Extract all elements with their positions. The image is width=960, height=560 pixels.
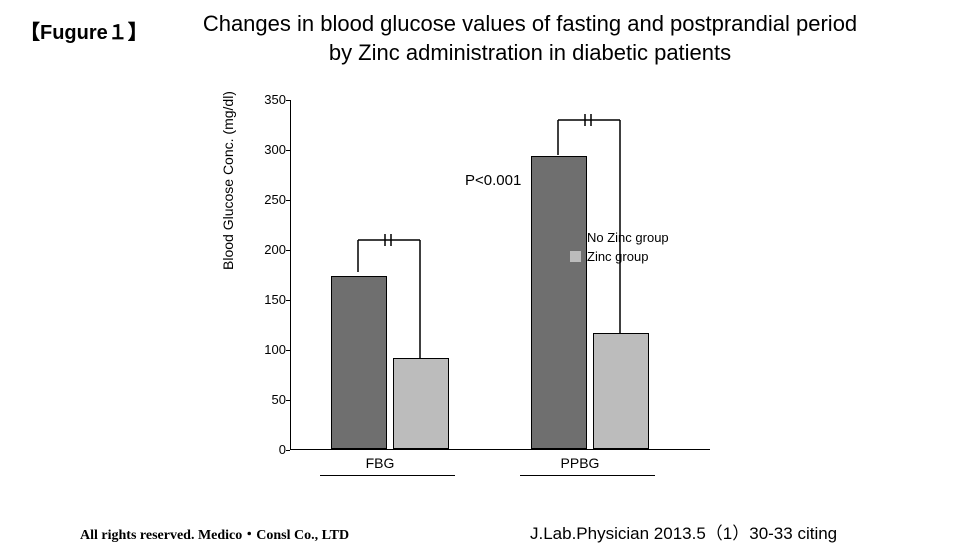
p-value-label: P<0.001	[465, 172, 521, 189]
title-line-2: by Zinc administration in diabetic patie…	[329, 40, 731, 65]
bar-fbg-no-zinc	[331, 276, 387, 449]
legend-item-no-zinc: No Zinc group	[570, 230, 669, 245]
legend-label-no-zinc: No Zinc group	[587, 230, 669, 245]
rights-text: All rights reserved. Medico・Consl Co., L…	[80, 524, 349, 544]
figure-label: 【Fugure１】	[20, 16, 148, 45]
x-label-ppbg: PPBG	[490, 455, 670, 471]
citation-text: J.Lab.Physician 2013.5（1）30-33 citing	[530, 519, 837, 544]
legend-swatch-zinc	[570, 251, 581, 262]
y-tick-label: 100	[250, 342, 286, 357]
y-tick-label: 250	[250, 192, 286, 207]
legend-swatch-no-zinc	[570, 232, 581, 243]
title-line-1: Changes in blood glucose values of fasti…	[203, 11, 857, 36]
legend: No Zinc group Zinc group	[570, 230, 669, 268]
y-tick-label: 350	[250, 92, 286, 107]
y-tick-label: 50	[250, 392, 286, 407]
bar-ppbg-zinc	[593, 333, 649, 449]
y-tick-label: 150	[250, 292, 286, 307]
y-tick-label: 300	[250, 142, 286, 157]
y-tick-mark	[286, 450, 290, 451]
x-underline-fbg	[320, 475, 455, 476]
y-tick-label: 0	[250, 442, 286, 457]
legend-item-zinc: Zinc group	[570, 249, 669, 264]
chart-area: Blood Glucose Conc. (mg/dl) 050100150200…	[230, 90, 730, 490]
y-axis-label: Blood Glucose Conc. (mg/dl)	[220, 91, 236, 270]
x-underline-ppbg	[520, 475, 655, 476]
bar-ppbg-no-zinc	[531, 156, 587, 449]
chart-title: Changes in blood glucose values of fasti…	[140, 10, 920, 67]
y-tick-label: 200	[250, 242, 286, 257]
plot-region	[290, 100, 710, 450]
x-label-fbg: FBG	[290, 455, 470, 471]
bar-fbg-zinc	[393, 358, 449, 449]
legend-label-zinc: Zinc group	[587, 249, 648, 264]
